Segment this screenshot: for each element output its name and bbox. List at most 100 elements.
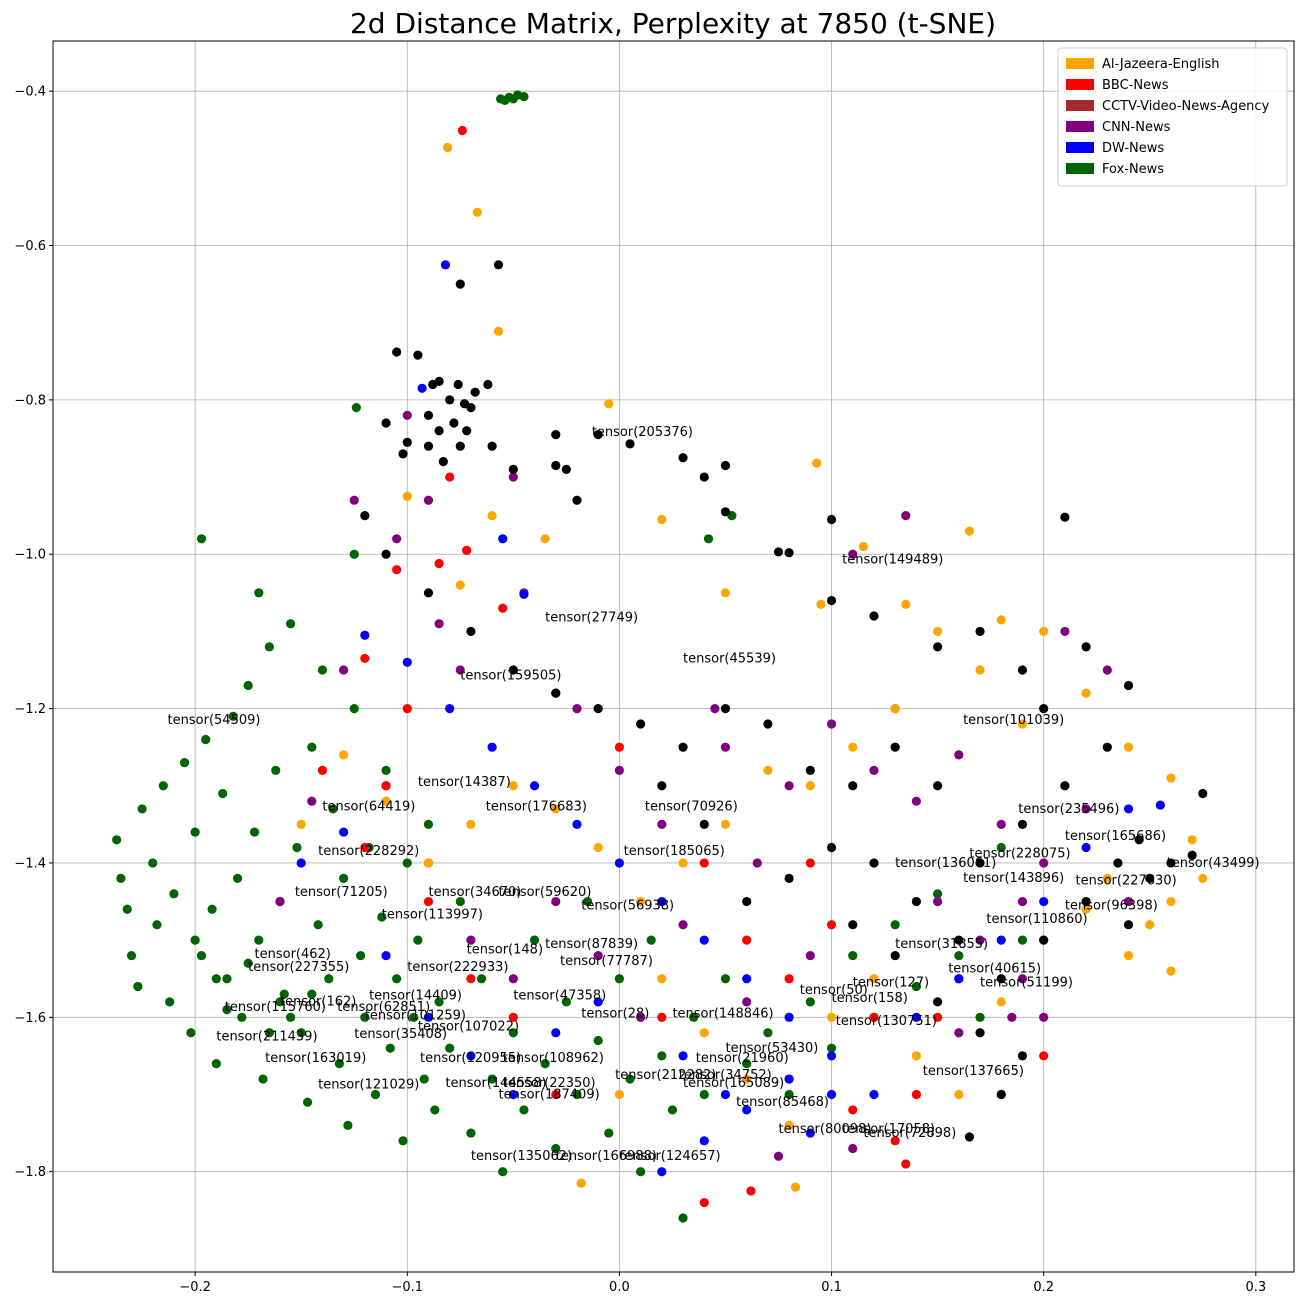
scatter-point bbox=[614, 1089, 625, 1100]
chart-title: 2d Distance Matrix, Perplexity at 7850 (… bbox=[350, 7, 996, 40]
scatter-point bbox=[1166, 896, 1176, 907]
point-label: tensor(62851) bbox=[337, 1000, 430, 1015]
point-labels: tensor(205376) tensor(149489) tensor(27749… bbox=[168, 425, 1260, 1164]
scatter-point bbox=[636, 896, 646, 907]
scatter-point bbox=[1155, 800, 1165, 810]
scatter-point bbox=[169, 889, 179, 899]
scatter-point bbox=[657, 1012, 667, 1022]
scatter-point bbox=[763, 719, 773, 729]
scatter-point bbox=[614, 974, 625, 984]
scatter-point bbox=[165, 997, 175, 1007]
scatter-point bbox=[848, 1105, 858, 1115]
scatter-point bbox=[869, 974, 879, 984]
scatter-point bbox=[423, 819, 434, 829]
point-label: tensor(205376) bbox=[592, 425, 693, 440]
scatter-point bbox=[657, 896, 667, 907]
scatter-point bbox=[1102, 742, 1112, 752]
scatter-point bbox=[720, 1089, 731, 1100]
point-label: tensor(120955) bbox=[420, 1051, 521, 1066]
scatter-point bbox=[636, 1167, 646, 1177]
legend-box bbox=[1057, 47, 1288, 187]
scatter-point bbox=[890, 920, 900, 930]
scatter-point bbox=[954, 950, 964, 961]
legend-label: CCTV-Video-News-Agency bbox=[1102, 99, 1270, 114]
scatter-point bbox=[964, 1132, 975, 1142]
scatter-point bbox=[112, 835, 122, 845]
point-label: tensor(22350) bbox=[503, 1076, 596, 1091]
scatter-point bbox=[423, 858, 434, 868]
scatter-point bbox=[826, 1043, 837, 1053]
scatter-point bbox=[493, 260, 504, 270]
scatter-point bbox=[445, 395, 455, 405]
scatter-point bbox=[572, 703, 582, 714]
scatter-point bbox=[152, 920, 162, 930]
scatter-point bbox=[339, 827, 349, 837]
scatter-point bbox=[784, 1074, 794, 1084]
point-label: tensor(80098) bbox=[779, 1122, 872, 1137]
scatter-point bbox=[954, 750, 964, 760]
scatter-point bbox=[826, 1051, 837, 1061]
scatter-point bbox=[551, 1143, 561, 1154]
scatter-point bbox=[812, 458, 822, 468]
scatter-point bbox=[402, 703, 412, 714]
scatter-point bbox=[551, 688, 561, 698]
scatter-point bbox=[1039, 626, 1049, 637]
y-tick-label: −1.0 bbox=[14, 548, 46, 563]
scatter-point bbox=[370, 1089, 381, 1100]
scatter-point bbox=[519, 589, 529, 599]
scatter-point bbox=[763, 765, 773, 775]
scatter-point bbox=[1081, 842, 1091, 853]
scatter-point bbox=[678, 453, 688, 463]
scatter-point bbox=[434, 619, 444, 629]
scatter-point bbox=[1113, 858, 1123, 868]
scatter-point bbox=[455, 896, 465, 907]
point-label: tensor(71205) bbox=[295, 885, 388, 900]
scatter-point bbox=[869, 858, 879, 868]
point-label: tensor(148) bbox=[467, 942, 543, 957]
scatter-point bbox=[453, 379, 463, 390]
scatter-point bbox=[493, 326, 504, 336]
legend-swatch bbox=[1066, 100, 1094, 111]
scatter-point bbox=[487, 742, 497, 752]
scatter-point bbox=[1060, 512, 1070, 522]
scatter-point bbox=[784, 1120, 794, 1130]
scatter-point bbox=[307, 796, 317, 806]
point-label: tensor(143896) bbox=[963, 871, 1064, 886]
point-label: tensor(101259) bbox=[365, 1009, 466, 1024]
scatter-point bbox=[476, 974, 487, 984]
scatter-point bbox=[742, 1059, 752, 1069]
scatter-point bbox=[1102, 873, 1112, 883]
scatter-point bbox=[742, 1105, 752, 1115]
scatter-point bbox=[249, 827, 260, 837]
scatter-point bbox=[551, 1089, 561, 1100]
scatter-point bbox=[334, 1059, 344, 1069]
scatter-point bbox=[498, 1167, 508, 1177]
scatter-point bbox=[264, 642, 274, 652]
scatter-point bbox=[720, 507, 731, 517]
scatter-point bbox=[572, 495, 582, 505]
scatter-point bbox=[508, 472, 518, 482]
point-label: tensor(222933) bbox=[407, 960, 508, 975]
scatter-point bbox=[911, 796, 921, 806]
scatter-point bbox=[933, 781, 943, 791]
scatter-point bbox=[1123, 950, 1134, 961]
point-label: tensor(228075) bbox=[969, 847, 1070, 862]
scatter-point bbox=[540, 1059, 550, 1069]
scatter-point bbox=[551, 804, 561, 814]
scatter-point bbox=[392, 534, 402, 544]
scatter-point bbox=[1017, 1051, 1028, 1061]
point-label: tensor(165089) bbox=[683, 1076, 784, 1091]
x-tick-label: 0.2 bbox=[1033, 1280, 1054, 1295]
scatter-point bbox=[285, 619, 296, 629]
scatter-point bbox=[720, 460, 731, 471]
scatter-point bbox=[805, 997, 815, 1007]
legend-swatch bbox=[1066, 121, 1094, 132]
scatter-point bbox=[646, 935, 656, 945]
scatter-point bbox=[1039, 1012, 1049, 1022]
scatter-point bbox=[625, 439, 635, 449]
scatter-point bbox=[243, 680, 253, 691]
scatter-point bbox=[254, 935, 264, 945]
point-label: tensor(34670) bbox=[428, 885, 521, 900]
point-label: tensor(50) bbox=[800, 983, 868, 998]
scatter-point bbox=[826, 514, 837, 525]
